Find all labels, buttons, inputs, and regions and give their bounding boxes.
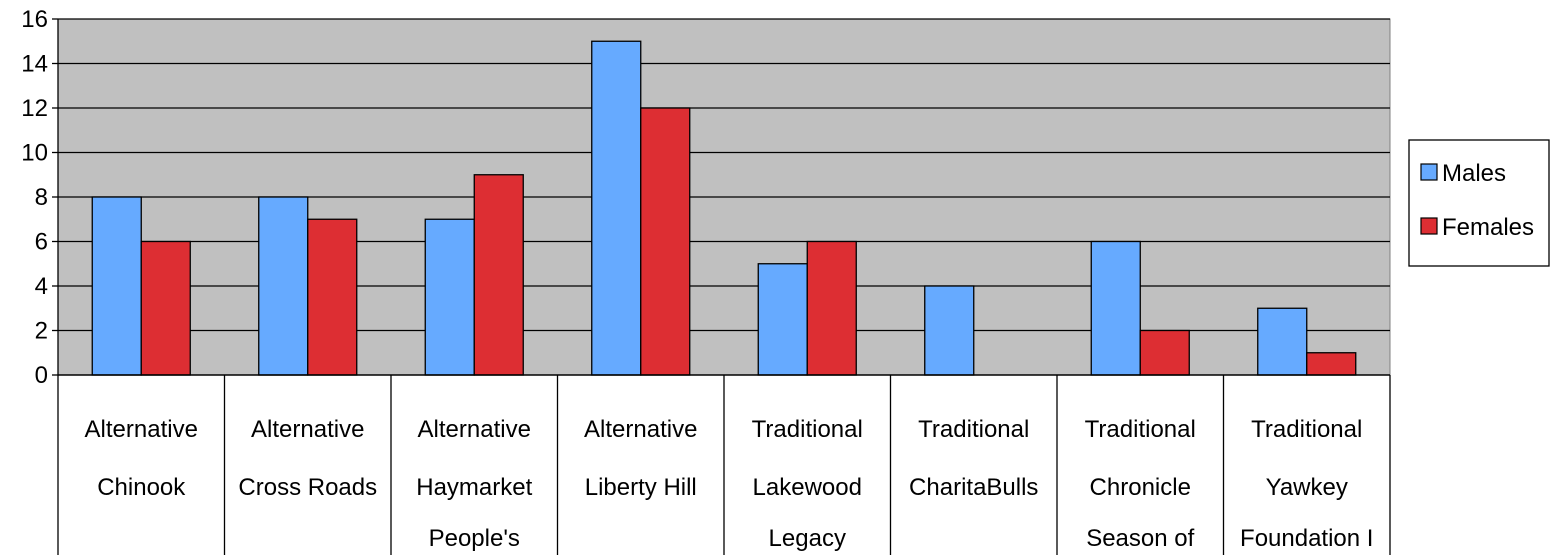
- category-label: Alternative: [584, 416, 697, 443]
- y-tick-label: 12: [21, 95, 48, 122]
- category-label: Yawkey: [1266, 474, 1348, 501]
- y-tick-label: 8: [35, 184, 48, 211]
- bar-males-5: [924, 285, 975, 376]
- category-label: Lakewood: [753, 474, 862, 501]
- bar-females-1: [307, 218, 358, 376]
- bars: [91, 40, 1357, 376]
- category-label: Foundation I: [1240, 525, 1373, 552]
- y-tick-label: 4: [35, 273, 48, 300]
- y-tick-label: 0: [35, 362, 48, 389]
- category-label: Traditional: [752, 416, 863, 443]
- category-label: Traditional: [1251, 416, 1362, 443]
- y-tick-label: 10: [21, 140, 48, 167]
- bar-females-3: [640, 107, 691, 376]
- bar-males-0: [91, 196, 142, 376]
- legend-label-females: Females: [1442, 214, 1534, 241]
- y-tick-label: 6: [35, 229, 48, 256]
- category-label: Liberty Hill: [585, 474, 697, 501]
- bar-females-0: [140, 240, 191, 376]
- legend-swatch-males: [1420, 163, 1438, 181]
- category-label: Alternative: [251, 416, 364, 443]
- category-label: Alternative: [418, 416, 531, 443]
- legend: Males Females: [1408, 139, 1550, 267]
- bar-females-7: [1306, 352, 1357, 376]
- y-tick-label: 14: [21, 51, 48, 78]
- category-label: Season of: [1086, 525, 1194, 552]
- category-label: Chronicle: [1090, 474, 1191, 501]
- category-label: Legacy: [769, 525, 846, 552]
- legend-swatch-females: [1420, 217, 1438, 235]
- bar-males-1: [258, 196, 309, 376]
- category-label: Alternative: [85, 416, 198, 443]
- bar-males-2: [424, 218, 475, 376]
- legend-box: [1408, 139, 1550, 267]
- bar-males-7: [1257, 307, 1308, 376]
- bar-females-4: [806, 240, 857, 376]
- bar-females-2: [473, 174, 524, 376]
- bar-males-6: [1090, 240, 1141, 376]
- legend-label-males: Males: [1442, 160, 1506, 187]
- bar-males-3: [591, 40, 642, 376]
- category-label: Cross Roads: [238, 474, 377, 501]
- category-label: Chinook: [97, 474, 186, 501]
- category-label: Traditional: [1085, 416, 1196, 443]
- y-tick-label: 2: [35, 318, 48, 345]
- category-label: Traditional: [918, 416, 1029, 443]
- bar-males-4: [757, 263, 808, 376]
- category-label: People's: [429, 525, 520, 552]
- category-label: CharitaBulls: [909, 474, 1038, 501]
- y-axis: 0 2 4 6 8 10 12 14 16: [21, 6, 59, 389]
- bar-females-6: [1139, 329, 1190, 376]
- x-axis-table: Alternative Chinook Alternative Cross Roads…: [57, 374, 1391, 555]
- category-label: Haymarket: [416, 474, 532, 501]
- y-tick-label: 16: [21, 6, 48, 33]
